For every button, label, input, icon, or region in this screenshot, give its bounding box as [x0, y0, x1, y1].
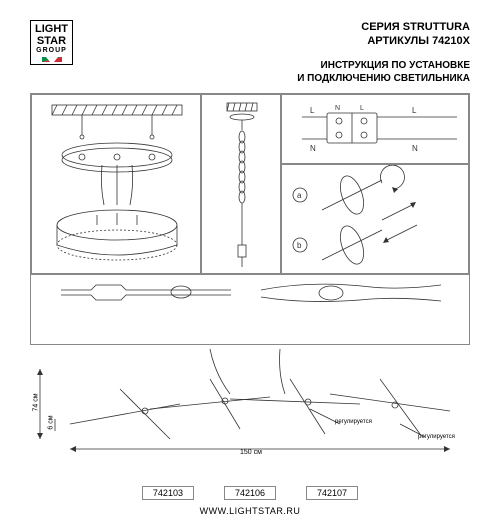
svg-text:L: L	[360, 105, 364, 112]
instruction-sheet: LIGHT STAR GROUP СЕРИЯ STRUTTURA АРТИКУЛ…	[0, 0, 500, 500]
footer-url: WWW.LIGHTSTAR.RU	[30, 506, 470, 516]
svg-text:N: N	[335, 105, 340, 112]
panel-ceiling-mount	[31, 94, 201, 274]
model-1: 742103	[142, 486, 194, 500]
svg-text:L: L	[412, 106, 417, 115]
series-prefix: СЕРИЯ	[361, 21, 399, 33]
panel-chain	[201, 94, 281, 274]
dim-height: 74 см	[33, 393, 40, 411]
panel-cable-grip: a b	[281, 164, 469, 274]
dim-width: 150 см	[240, 449, 262, 456]
svg-text:N: N	[310, 144, 316, 153]
svg-text:L: L	[310, 106, 315, 115]
model-2: 742106	[224, 486, 276, 500]
header-row: LIGHT STAR GROUP СЕРИЯ STRUTTURA АРТИКУЛ…	[30, 20, 470, 85]
product-drawing: 150 см 74 см 6 см регулируется регулируе…	[30, 349, 470, 484]
svg-text:N: N	[412, 144, 418, 153]
logo-line2: STAR	[35, 35, 68, 47]
series-name: STRUTTURA	[403, 21, 470, 33]
instruction-line2: И ПОДКЛЮЧЕНИЮ СВЕТИЛЬНИКА	[297, 73, 470, 84]
articul-prefix: АРТИКУЛЫ	[367, 35, 429, 47]
italy-flag-icon	[42, 57, 62, 62]
model-3: 742107	[306, 486, 358, 500]
panel-wiring: L N L N N L	[281, 94, 469, 164]
dim-depth: 6 см	[48, 415, 55, 429]
title-block: СЕРИЯ STRUTTURA АРТИКУЛЫ 74210X ИНСТРУКЦ…	[297, 20, 470, 85]
adjustable-1: регулируется	[335, 419, 372, 425]
model-row: 742103 742106 742107	[30, 486, 470, 500]
logo-group: GROUP	[35, 47, 68, 55]
adjustable-2: регулируется	[418, 434, 455, 440]
label-a: a	[297, 191, 302, 200]
articul-code: 74210X	[432, 35, 470, 47]
panel-cord-detail	[31, 274, 469, 343]
brand-logo: LIGHT STAR GROUP	[30, 20, 73, 65]
label-b: b	[297, 241, 302, 250]
logo-line1: LIGHT	[35, 23, 68, 35]
instruction-line1: ИНСТРУКЦИЯ ПО УСТАНОВКE	[321, 60, 470, 71]
diagram-grid: L N L N N L a b	[30, 93, 470, 345]
